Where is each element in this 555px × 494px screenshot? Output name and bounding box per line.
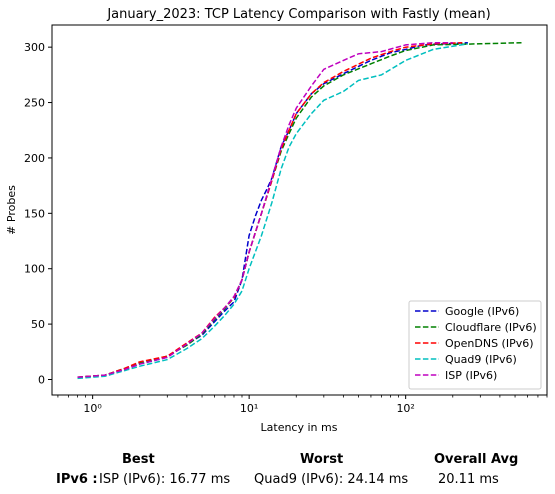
series-line-0 — [77, 41, 468, 379]
legend-frame — [408, 300, 542, 390]
y-tick-label: 300 — [24, 41, 45, 54]
legend-label: OpenDNS (IPv6) — [445, 337, 534, 350]
series-line-4 — [77, 41, 453, 379]
chart-title: January_2023: TCP Latency Comparison wit… — [106, 7, 490, 22]
legend: Google (IPv6) Cloudflare (IPv6) OpenDNS (I… — [408, 300, 542, 390]
plot-lines — [77, 41, 522, 380]
x-axis-label: Latency in ms — [261, 421, 338, 434]
plot-frame — [51, 24, 548, 396]
legend-label: Google (IPv6) — [445, 305, 519, 318]
legend-label: Cloudflare (IPv6) — [445, 321, 537, 334]
y-axis-ticks: 0 50 100 150 200 250 300 — [24, 41, 52, 386]
legend-label: ISP (IPv6) — [445, 369, 497, 382]
y-tick-label: 100 — [24, 263, 45, 276]
x-tick-label: 10² — [396, 402, 414, 415]
x-tick-label: 10¹ — [240, 402, 258, 415]
y-tick-label: 150 — [24, 207, 45, 220]
y-axis-label: # Probes — [5, 185, 18, 235]
y-tick-label: 250 — [24, 97, 45, 110]
y-tick-label: 50 — [31, 318, 45, 331]
x-axis-ticks: 10⁰ 10¹ 10² — [57, 395, 548, 415]
y-tick-label: 200 — [24, 152, 45, 165]
legend-label: Quad9 (IPv6) — [445, 353, 517, 366]
x-tick-label: 10⁰ — [83, 402, 102, 415]
y-tick-label: 0 — [38, 373, 45, 386]
series-line-3 — [77, 43, 469, 380]
